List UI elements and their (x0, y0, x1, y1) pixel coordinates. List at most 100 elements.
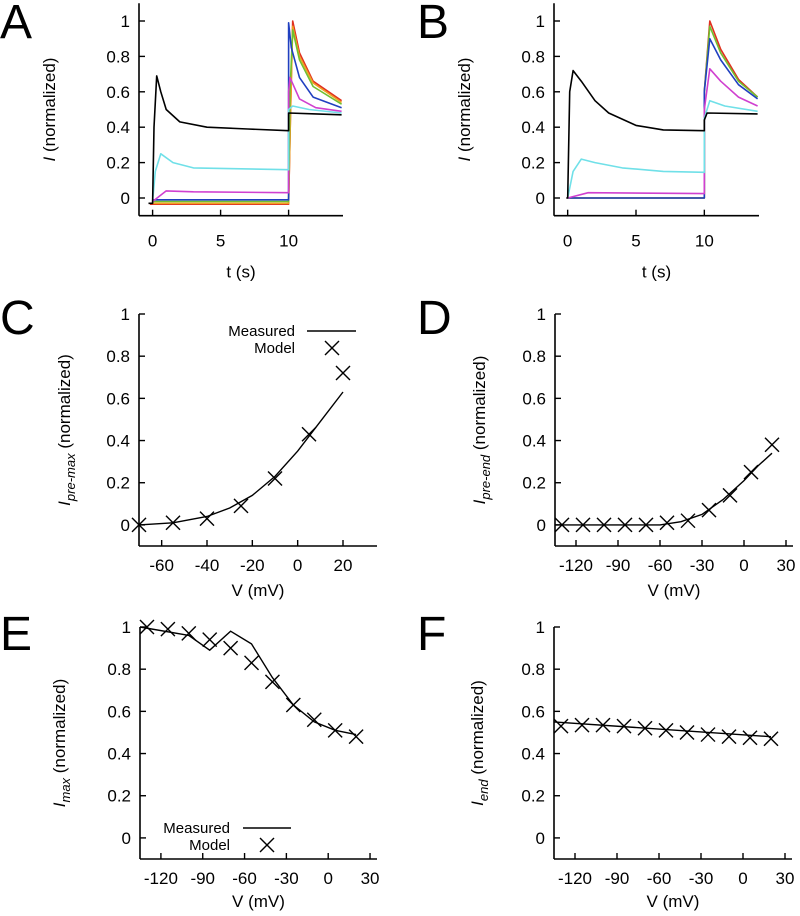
x-tick-label: 30 (361, 869, 380, 888)
model-point (743, 464, 759, 480)
panel-label: E (0, 608, 32, 661)
y-label-subscript: pre-end (478, 454, 493, 501)
y-label-unit: (normalized) (470, 356, 489, 455)
y-tick-label: 0.4 (521, 745, 545, 764)
y-tick-label: 0.2 (522, 474, 546, 493)
x-tick-label: 10 (279, 232, 298, 251)
marker-stroke (701, 502, 717, 518)
x-axis-label: t (s) (226, 263, 255, 282)
y-tick-label: 0 (122, 829, 131, 848)
x-tick-label: -60 (232, 869, 257, 888)
y-tick-label: 0.6 (107, 702, 131, 721)
trace-line (566, 99, 758, 199)
marker-stroke (763, 731, 779, 747)
model-point (327, 722, 343, 738)
y-axis-label: I (normalized) (455, 58, 474, 162)
model-point (763, 731, 779, 747)
y-tick-label: 0.6 (521, 702, 545, 721)
y-tick-label: 0.2 (106, 154, 130, 173)
marker-stroke (596, 517, 612, 533)
model-point (181, 625, 197, 641)
model-point (616, 718, 632, 734)
marker-stroke (244, 655, 260, 671)
panel-f: F 0 0.2 0.4 0.6 0.8 1 -120 -90 -60 -30 0 30 V (mV) Ien… (417, 608, 794, 911)
marker-stroke (553, 718, 569, 734)
model-point (335, 365, 351, 381)
trace-line (567, 68, 758, 199)
trace-line (148, 75, 342, 205)
panel-a: A00.20.40.60.810 5 10t (s)I (normalized) (0, 0, 343, 282)
marker-stroke (264, 674, 280, 690)
model-point (306, 712, 322, 728)
y-tick-label: 0.8 (521, 660, 545, 679)
x-tick-label: -120 (558, 869, 592, 888)
measured-line (555, 452, 773, 526)
model-point (617, 517, 633, 533)
marker-stroke (617, 517, 633, 533)
model-point (680, 513, 696, 529)
model-point (131, 517, 147, 533)
marker-stroke (575, 517, 591, 533)
marker-stroke (139, 619, 155, 635)
x-tick-label: -120 (559, 556, 593, 575)
marker-stroke (764, 437, 780, 453)
model-point (223, 640, 239, 656)
model-point (722, 487, 738, 503)
y-label-symbol: I (40, 156, 59, 161)
model-point (554, 517, 570, 533)
y-tick-label: 0 (121, 189, 130, 208)
trace-line (567, 37, 759, 199)
model-point (679, 724, 695, 740)
model-point (638, 517, 654, 533)
marker-stroke (595, 717, 611, 733)
x-tick-label: 5 (631, 232, 640, 251)
y-tick-label: 0 (121, 516, 130, 535)
model-point (301, 426, 317, 442)
model-point (764, 437, 780, 453)
y-tick-label: 0.6 (521, 83, 545, 102)
marker-stroke (223, 640, 239, 656)
marker-stroke (327, 722, 343, 738)
y-tick-label: 0.8 (106, 347, 130, 366)
marker-stroke (348, 729, 364, 745)
y-label-symbol: I (455, 156, 474, 161)
x-tick-label: -60 (648, 556, 673, 575)
trace-line (567, 25, 759, 199)
marker-stroke (679, 724, 695, 740)
y-tick-label: 0.8 (522, 347, 546, 366)
marker-stroke (301, 426, 317, 442)
model-point (233, 498, 249, 514)
y-axis-label: Iend (normalized) (468, 680, 491, 806)
x-axis-label: V (mV) (648, 581, 701, 600)
x-tick-label: -30 (274, 869, 299, 888)
x-tick-label: -30 (690, 556, 715, 575)
y-label-unit: (normalized) (468, 680, 487, 779)
model-point (202, 632, 218, 648)
y-label-symbol: I (55, 501, 74, 506)
panel-e: E 0 0.2 0.4 0.6 0.8 1 -120 -90 -60 -30 0 30 V (mV) Ima… (0, 608, 379, 911)
model-point (575, 517, 591, 533)
model-point (160, 621, 176, 637)
x-axis-label: V (mV) (647, 892, 700, 911)
marker-stroke (554, 517, 570, 533)
y-tick-label: 0.4 (522, 432, 546, 451)
y-tick-label: 0.2 (521, 787, 545, 806)
marker-stroke (202, 632, 218, 648)
y-label-unit: (normalized) (40, 58, 59, 157)
model-point (244, 655, 260, 671)
legend-model-label: Model (254, 340, 295, 357)
x-tick-label: -90 (190, 869, 215, 888)
model-point (742, 730, 758, 746)
x-tick-label: 0 (148, 232, 157, 251)
y-tick-label: 0.6 (522, 389, 546, 408)
marker-stroke (616, 718, 632, 734)
marker-stroke (721, 729, 737, 745)
model-point (574, 717, 590, 733)
panel-label: D (417, 292, 452, 345)
y-tick-label: 0 (536, 189, 545, 208)
model-point (199, 511, 215, 527)
x-tick-label: -30 (689, 869, 714, 888)
